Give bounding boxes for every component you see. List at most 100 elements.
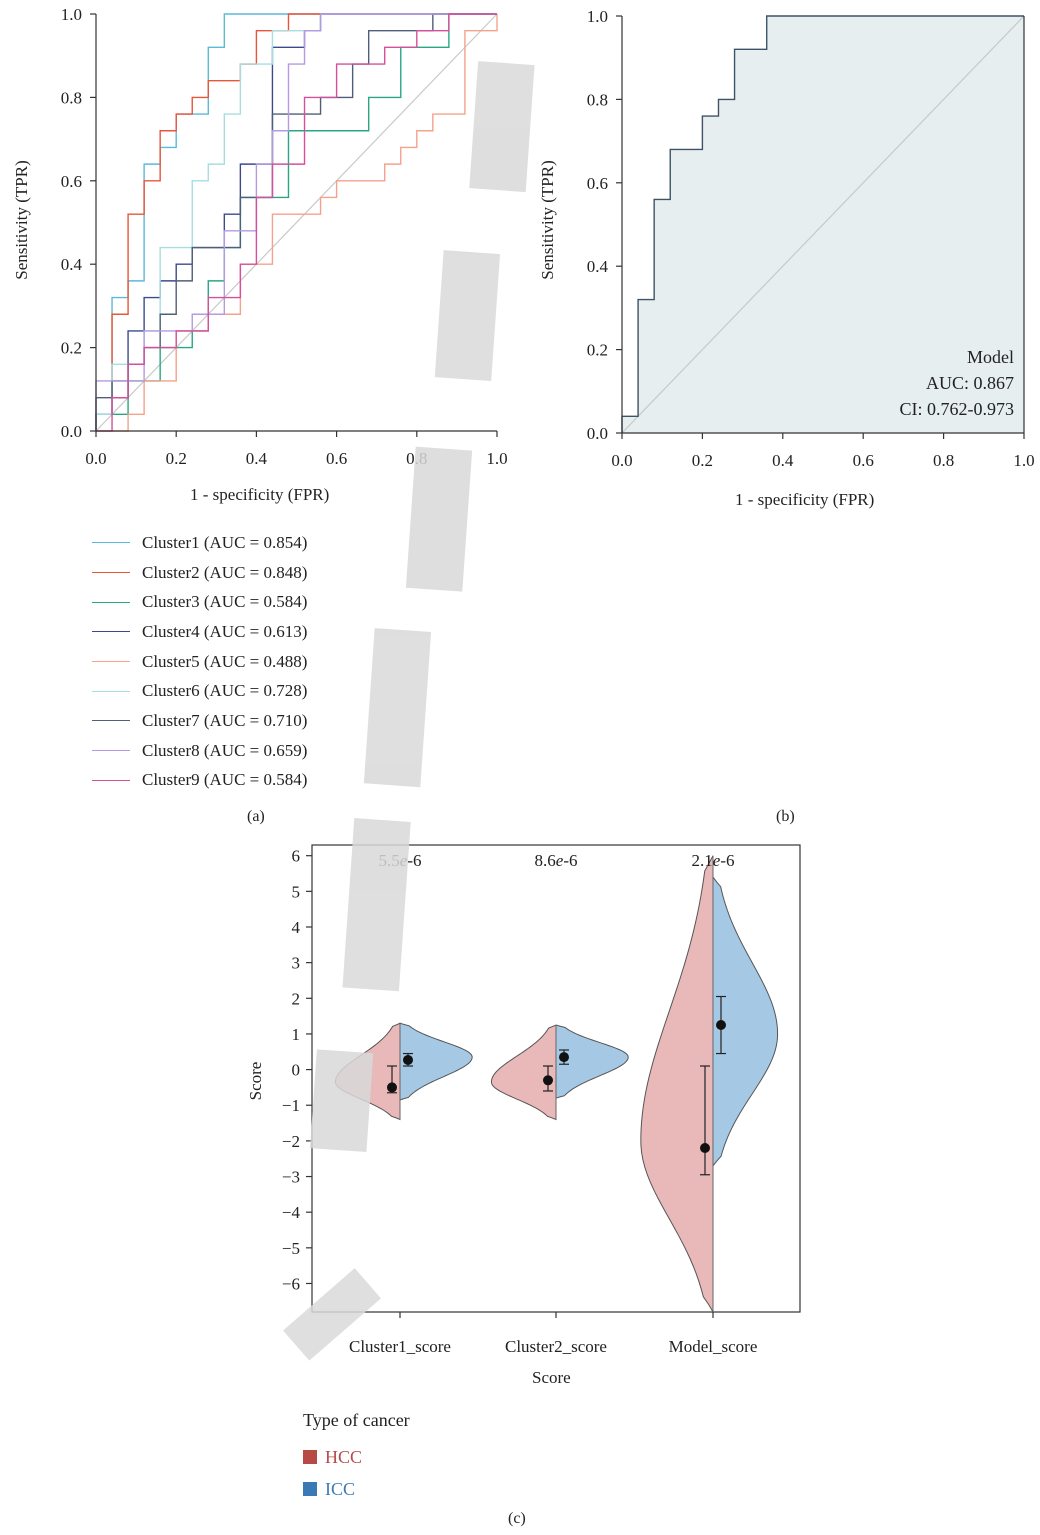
violin-icc-Model_score [712,875,779,1168]
x-tick-label: 0.6 [326,449,347,468]
legend-label: Cluster1 (AUC = 0.854) [142,532,308,552]
y-tick-label: 0.6 [587,174,608,193]
y-tick-label: −5 [282,1239,300,1258]
x-tick-label: 0.2 [166,449,187,468]
roc-curve-9 [96,13,497,432]
roc-curve-1 [621,15,1024,433]
x-tick-label: 0.6 [853,451,874,470]
y-tick-label: 3 [292,954,301,973]
y-tick-label: 0 [292,1061,301,1080]
violin-icc-Cluster1_score [399,1022,473,1101]
panel-c-xlabel: Score [532,1368,571,1387]
y-tick-label: −4 [282,1203,301,1222]
legend-item-cluster5: Cluster5 (AUC = 0.488) [92,647,392,677]
roc-curve-2 [95,13,497,431]
legend-item-cluster7: Cluster7 (AUC = 0.710) [92,706,392,736]
y-tick-label: 0.4 [61,255,83,274]
roc-curve-8 [95,13,497,431]
watermark-stroke-2 [309,1049,374,1153]
roc-panel-a: 0.00.20.40.60.81.00.00.20.40.60.81.0 [61,5,508,468]
legend-item-icc: ICC [303,1473,410,1505]
panel-b-xlabel: 1 - specificity (FPR) [735,490,875,509]
legend-item-cluster6: Cluster6 (AUC = 0.728) [92,676,392,706]
legend-item-cluster1: Cluster1 (AUC = 0.854) [92,528,392,558]
pvalue-label: 2.1e-6 [692,851,735,870]
watermark-stroke-3 [342,818,411,992]
watermark-stroke-7 [469,61,535,193]
x-tick-label: Cluster1_score [349,1337,451,1356]
x-tick-label: 0.4 [246,449,268,468]
diagonal-reference-line [621,15,1025,434]
icc-label: ICC [325,1478,356,1499]
y-tick-label: 6 [292,847,301,866]
icc-swatch [303,1482,317,1496]
y-tick-label: 4 [292,918,301,937]
y-tick-label: 0.2 [61,339,82,358]
x-tick-label: 0.4 [772,451,794,470]
legend-swatch [92,661,130,663]
y-tick-label: 0.6 [61,172,82,191]
y-tick-label: 0.0 [587,424,608,443]
y-tick-label: 0.8 [61,88,82,107]
legend-item-cluster9: Cluster9 (AUC = 0.584) [92,766,392,796]
legend-swatch [92,601,130,603]
panel-c-legend-title: Type of cancer [303,1410,410,1430]
x-tick-label: 1.0 [1013,451,1034,470]
x-tick-label: 0.0 [611,451,632,470]
y-tick-label: 0.0 [61,422,82,441]
violin-panel-c: −6−5−4−3−2−101234565.5e-6Cluster1_score8… [282,844,801,1356]
mean-point-hcc [387,1082,397,1093]
roc-curve-5 [96,14,498,432]
legend-swatch [92,631,130,633]
mean-point-icc [403,1054,413,1065]
y-tick-label: 0.4 [587,257,609,276]
y-tick-label: 0.8 [587,90,608,109]
legend-item-cluster4: Cluster4 (AUC = 0.613) [92,617,392,647]
x-tick-label: 0.2 [692,451,713,470]
violin-hcc-Model_score [640,855,714,1314]
diagonal-reference-line [95,13,498,432]
legend-swatch [92,572,130,574]
hcc-swatch [303,1450,317,1464]
legend-label: Cluster2 (AUC = 0.848) [142,562,308,582]
pvalue-label: 8.6e-6 [535,851,578,870]
x-tick-label: Model_score [669,1337,758,1356]
legend-swatch [92,542,130,544]
legend-item-hcc: HCC [303,1441,410,1473]
watermark-letters [283,61,535,1361]
legend-label: Cluster3 (AUC = 0.584) [142,592,308,612]
legend-swatch [92,750,130,752]
x-tick-label: Cluster2_score [505,1337,607,1356]
mean-point-hcc [700,1143,710,1154]
annotation-line-2: AUC: 0.867 [926,373,1014,393]
annotation-line-1: Model [967,347,1014,367]
y-tick-label: 0.2 [587,341,608,360]
roc-curve-6 [95,13,497,431]
panel-a-ylabel: Sensitivity (TPR) [12,160,31,280]
legend-label: Cluster5 (AUC = 0.488) [142,651,308,671]
mean-point-icc [716,1020,726,1031]
watermark-stroke-6 [434,250,501,382]
y-tick-label: 1.0 [587,7,608,26]
watermark-stroke-1 [283,1268,381,1361]
roc-panel-b: 0.0 0.2 0.4 0.6 0.8 1.0 0.0 0.2 0.4 0.6 0.8 1.0 Mode… [587,7,1035,470]
legend-label: Cluster7 (AUC = 0.710) [142,710,308,730]
x-tick-label: 0.8 [933,451,954,470]
violin-icc-Cluster2_score [555,1024,629,1099]
watermark-stroke-4 [363,628,432,788]
mean-point-icc [559,1052,569,1063]
panel-c-ylabel: Score [246,1061,265,1101]
legend-item-cluster2: Cluster2 (AUC = 0.848) [92,558,392,588]
panel-c-legend: Type of cancer HCC ICC [303,1410,410,1505]
legend-label: Cluster4 (AUC = 0.613) [142,621,308,641]
legend-swatch [92,690,130,692]
y-tick-label: 5 [292,882,301,901]
x-tick-label: 0.0 [85,449,106,468]
x-tick-label: 1.0 [486,449,507,468]
legend-swatch [92,720,130,722]
panel-b-ylabel: Sensitivity (TPR) [538,160,557,280]
legend-item-cluster8: Cluster8 (AUC = 0.659) [92,736,392,766]
legend-swatch [92,779,130,781]
annotation-line-3: CI: 0.762-0.973 [900,399,1015,419]
